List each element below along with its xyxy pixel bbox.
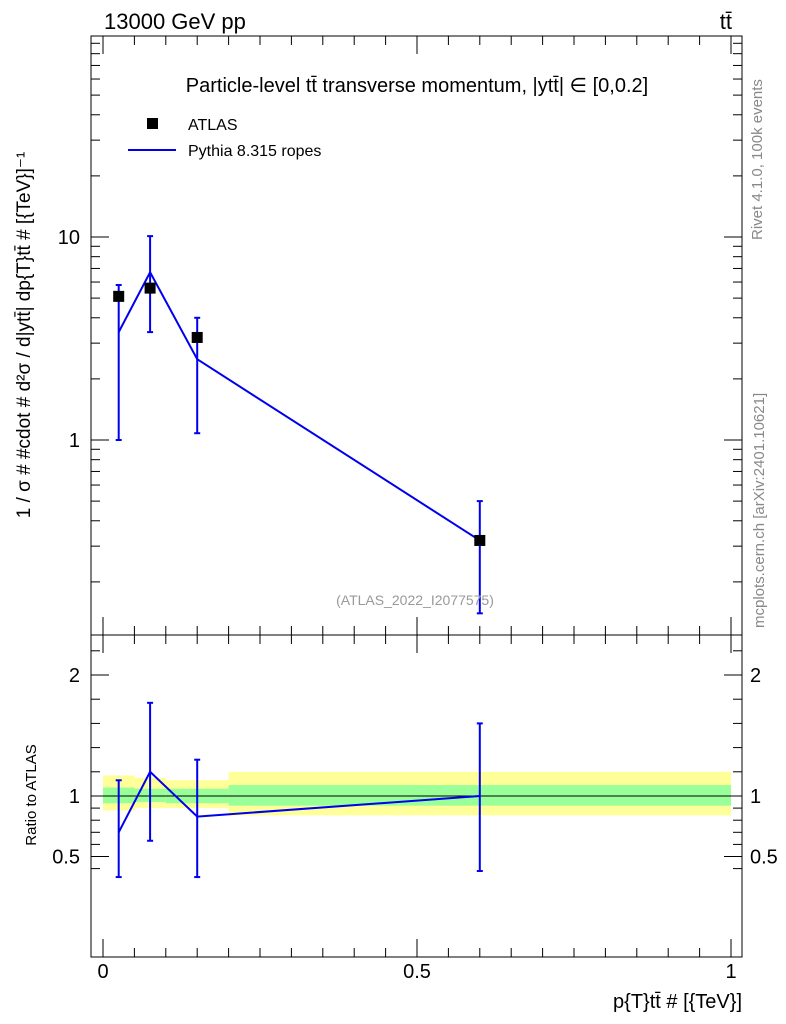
ratio-y-tick-label: 1 (69, 786, 80, 808)
main-panel: 1 10 Particle-level tt̄ transverse moment… (14, 35, 743, 636)
mcplots-label: mcplots.cern.ch [arXiv:2401.10621] (751, 393, 768, 628)
header-process-label: tt̄ (720, 9, 732, 34)
ratio-y-tick-label-right: 2 (750, 665, 761, 687)
main-data-points (113, 282, 486, 546)
main-ticks: 1 10 (58, 36, 742, 635)
main-title: Particle-level tt̄ transverse momentum, … (186, 75, 648, 97)
ratio-mc-line (115, 701, 483, 879)
main-y-tick-label: 10 (58, 227, 80, 249)
legend-atlas-marker (147, 118, 158, 129)
rivet-version-label: Rivet 4.1.0, 100k events (749, 79, 766, 240)
x-axis-label: p{T}tt̄ # [{TeV}] (613, 991, 742, 1013)
atlas-data-point (191, 331, 203, 343)
main-y-tick-label: 1 (69, 430, 80, 452)
ratio-mc-curve (117, 770, 480, 833)
atlas-data-point (474, 534, 486, 546)
ratio-y-tick-label-right: 1 (750, 786, 761, 808)
ratio-y-axis-label: Ratio to ATLAS (23, 744, 40, 845)
x-tick-label: 0.5 (403, 961, 431, 983)
ratio-ticks: 0.5 0.5 1 1 2 2 0 0.5 1 (52, 635, 778, 983)
ratio-panel: 0.5 0.5 1 1 2 2 0 0.5 1 Ratio to ATLAS p{T}tt̄ #… (23, 634, 778, 1013)
ratio-y-tick-label-right: 0.5 (750, 847, 778, 869)
main-mc-curve (117, 270, 481, 542)
atlas-data-point (144, 282, 156, 294)
ratio-y-tick-label: 0.5 (52, 847, 80, 869)
legend: ATLAS Pythia 8.315 ropes (128, 117, 321, 160)
legend-atlas-label: ATLAS (188, 117, 238, 134)
ratio-y-tick-label: 2 (69, 665, 80, 687)
main-mc-line (115, 235, 483, 615)
main-y-axis-label: 1 / σ # #cdot # d²σ / d|ytt̄| dp{T}tt̄ #… (14, 152, 35, 519)
x-tick-label: 0 (97, 961, 108, 983)
x-tick-label: 1 (725, 961, 736, 983)
analysis-watermark: (ATLAS_2022_I2077575) (336, 592, 494, 608)
legend-mc-label: Pythia 8.315 ropes (188, 143, 321, 160)
header-energy-label: 13000 GeV pp (104, 9, 246, 34)
atlas-data-point (113, 290, 125, 302)
